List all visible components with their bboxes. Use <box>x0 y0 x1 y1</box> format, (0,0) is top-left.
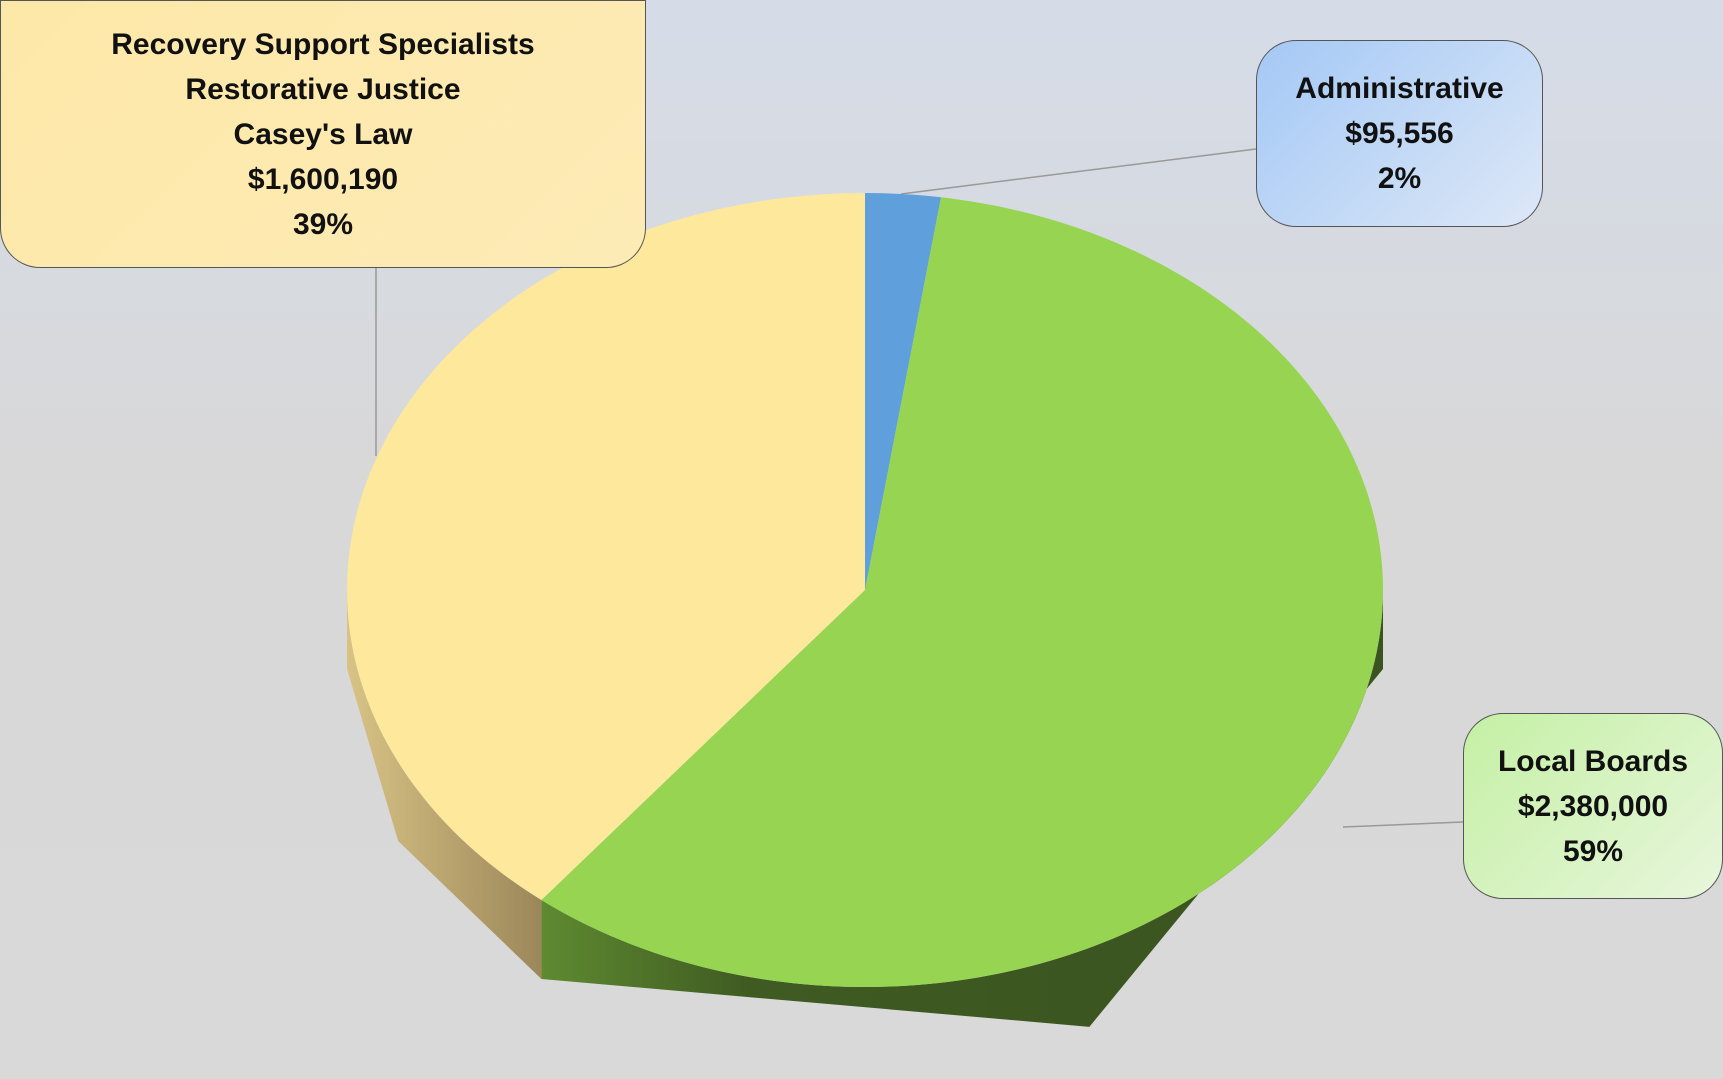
pie-slice <box>541 197 1383 988</box>
label-category: Local Boards <box>1497 744 1689 778</box>
leader-line <box>1342 821 1464 828</box>
label-percent: 39% <box>292 207 354 241</box>
label-value: $2,380,000 <box>1517 789 1669 823</box>
data-label: Local Boards $2,380,000 59% <box>1463 713 1723 899</box>
label-category: Administrative <box>1295 72 1504 105</box>
label-category: Recovery Support Specialists Restorative… <box>111 27 535 151</box>
pie-side <box>541 590 1383 1027</box>
label-value: $95,556 <box>1345 117 1454 150</box>
label-percent: 2% <box>1377 162 1422 195</box>
pie-slice <box>865 193 942 590</box>
label-percent: 59% <box>1562 834 1624 868</box>
data-label: Administrative $95,556 2% <box>1256 40 1543 227</box>
pie-side <box>347 590 542 980</box>
pie-slice <box>347 193 865 901</box>
label-value: $1,600,190 <box>247 162 399 196</box>
data-label: Recovery Support Specialists Restorative… <box>0 0 646 268</box>
leader-line <box>900 148 1257 195</box>
